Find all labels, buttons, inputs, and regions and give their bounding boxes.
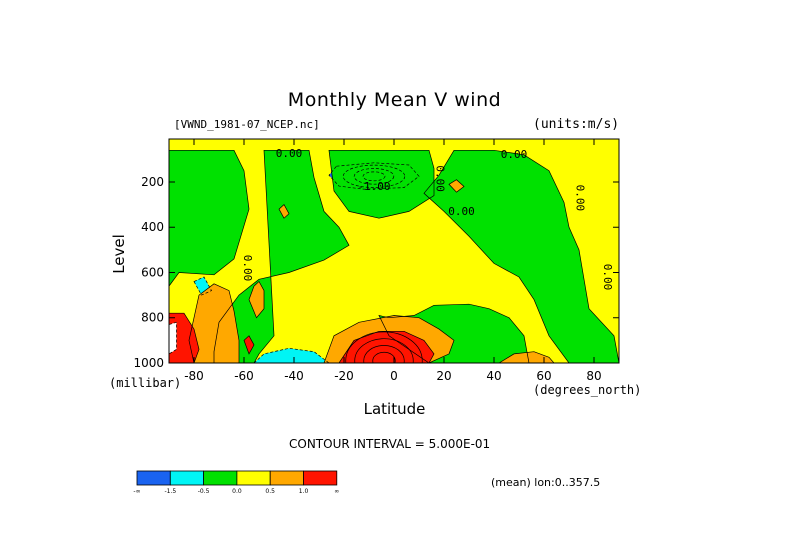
contour-region-12 bbox=[279, 204, 289, 219]
contour-region-11 bbox=[499, 351, 554, 363]
x-tick-label-4: 0 bbox=[390, 369, 398, 383]
dataset-label: [VWND_1981-07_NCEP.nc] bbox=[174, 118, 320, 131]
x-tick-label-8: 80 bbox=[586, 369, 601, 383]
x-tick-label-7: 60 bbox=[536, 369, 551, 383]
y-axis-ticks: 200 400 600 800 1000 bbox=[133, 175, 619, 370]
contour-line-8 bbox=[188, 283, 240, 363]
contour-line-4 bbox=[213, 149, 350, 363]
contour-line-5 bbox=[328, 149, 435, 219]
contour-label-5: 0.00 bbox=[574, 185, 587, 212]
x-axis-title: Latitude bbox=[363, 400, 426, 418]
y-tick-label-2: 600 bbox=[141, 265, 164, 279]
contour-interval-label: CONTOUR INTERVAL = 5.000E-01 bbox=[289, 437, 491, 451]
contour-line-6 bbox=[423, 149, 619, 363]
x-tick-label-6: 40 bbox=[486, 369, 501, 383]
colorbar-label-6: ∞ bbox=[334, 488, 339, 495]
averaging-label: (mean) lon:0..357.5 bbox=[491, 476, 601, 489]
colorbar-swatch-2 bbox=[203, 470, 238, 486]
units-label: (units:m/s) bbox=[533, 117, 620, 132]
contour-label-1: 0.00 bbox=[501, 148, 528, 161]
x-tick-label-2: -40 bbox=[284, 369, 304, 383]
neg-contour-1 bbox=[353, 168, 395, 185]
pos-contour-2 bbox=[363, 345, 405, 363]
y-axis-unit: (millibar) bbox=[109, 376, 182, 390]
contour-line-17 bbox=[169, 321, 177, 355]
colorbar: -∞ -1.5 -0.5 0.0 0.5 1.0 ∞ bbox=[133, 470, 339, 495]
colorbar-swatch-1 bbox=[169, 470, 205, 486]
pos-contour-0 bbox=[345, 331, 423, 363]
colorbar-label-3: 0.0 bbox=[232, 488, 242, 495]
contour-labels: 0.00 0.000.000.000.000.000.00-1.00 bbox=[241, 147, 614, 290]
contour-region-3 bbox=[169, 150, 249, 287]
contour-region-9 bbox=[249, 281, 264, 318]
y-tick-label-3: 800 bbox=[141, 311, 164, 325]
colorbar-label-4: 0.5 bbox=[265, 488, 275, 495]
contour-line-13 bbox=[448, 179, 465, 193]
x-tick-label-0: -80 bbox=[184, 369, 204, 383]
contour-label-7: -1.00 bbox=[357, 180, 390, 193]
colorbar-label-5: 1.0 bbox=[299, 488, 309, 495]
contour-region-4 bbox=[214, 150, 349, 363]
contour-line-11 bbox=[498, 351, 555, 363]
neg-contour-2 bbox=[362, 171, 386, 182]
contour-region-6 bbox=[424, 150, 619, 363]
contour-line-9 bbox=[248, 280, 265, 319]
contour-region-8 bbox=[189, 283, 239, 363]
colorbar-swatch-0 bbox=[136, 470, 171, 486]
colorbar-swatch-4 bbox=[269, 470, 304, 486]
y-tick-label-1: 400 bbox=[141, 220, 164, 234]
contour-line-3 bbox=[169, 149, 250, 287]
contour-line-16 bbox=[243, 335, 255, 355]
contour-lines bbox=[169, 149, 619, 363]
colorbar-swatch-5 bbox=[303, 470, 338, 486]
x-axis-ticks: -80 -60 -40 -20 0 20 40 60 80 bbox=[184, 139, 602, 383]
contour-region-15 bbox=[339, 331, 434, 363]
contour-label-3: 0.00 bbox=[448, 205, 475, 218]
x-tick-label-1: -60 bbox=[234, 369, 254, 383]
colorbar-label-1: -1.5 bbox=[164, 488, 176, 495]
contour-region-17 bbox=[169, 322, 177, 354]
x-tick-label-3: -20 bbox=[334, 369, 354, 383]
colorbar-swatch-3 bbox=[236, 470, 271, 486]
pos-contour-3 bbox=[372, 351, 396, 363]
contour-line-12 bbox=[278, 204, 290, 219]
contour-line-2 bbox=[253, 347, 330, 363]
neg-contour-0 bbox=[342, 164, 406, 188]
colorbar-label-2: -0.5 bbox=[198, 488, 210, 495]
pos-contour-1 bbox=[354, 338, 414, 363]
contour-label-2: 0.00 bbox=[434, 165, 447, 192]
contour-label-0: 0.00 bbox=[276, 147, 303, 160]
contour-line-10 bbox=[323, 315, 455, 363]
contour-label-4: 0.00 bbox=[241, 255, 254, 282]
colorbar-label-0: -∞ bbox=[133, 488, 140, 495]
y-tick-label-0: 200 bbox=[141, 175, 164, 189]
contour-line-14 bbox=[169, 312, 200, 363]
contour-line-1 bbox=[193, 276, 212, 296]
x-tick-label-5: 20 bbox=[436, 369, 451, 383]
x-axis-unit: (degrees_north) bbox=[533, 383, 642, 397]
contour-line-15 bbox=[338, 330, 435, 363]
contour-label-6: 0.00 bbox=[601, 264, 614, 291]
y-axis-title: Level bbox=[110, 234, 128, 274]
chart-title: Monthly Mean V wind bbox=[287, 89, 502, 111]
y-tick-label-4: 1000 bbox=[133, 356, 164, 370]
